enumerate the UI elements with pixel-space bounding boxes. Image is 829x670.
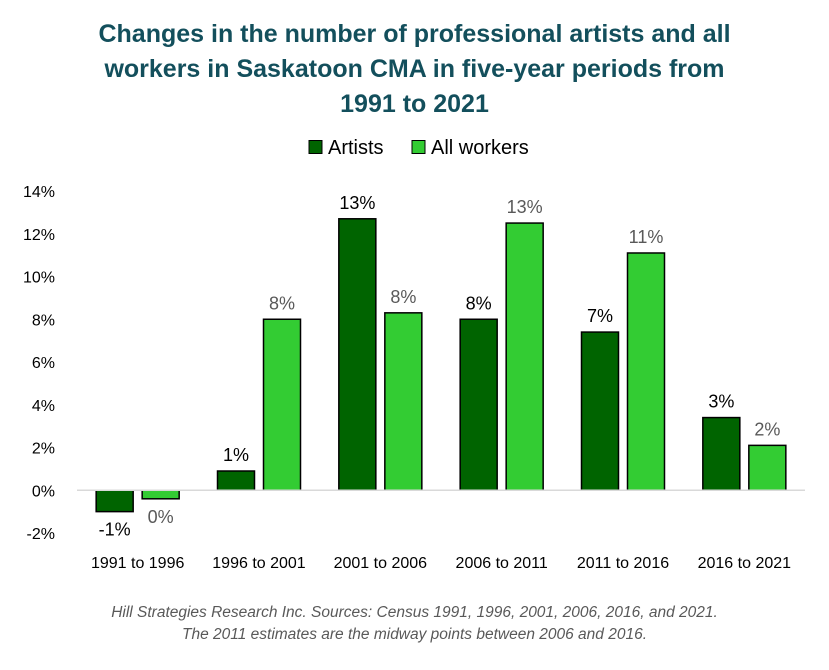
bar-all-workers — [141, 489, 180, 500]
y-tick-label: 6% — [32, 355, 55, 372]
legend-label-artists: Artists — [328, 137, 384, 159]
bar-artists — [580, 331, 620, 492]
legend-swatch-artists — [308, 140, 323, 154]
data-label-all-workers: 8% — [269, 293, 295, 313]
bar-all-workers — [505, 222, 544, 491]
chart-title-line-2: workers in Saskatoon CMA in five-year pe… — [104, 55, 725, 83]
data-label-artists: 8% — [466, 293, 492, 313]
y-tick-label: 4% — [32, 398, 55, 415]
data-label-artists: -1% — [99, 520, 131, 540]
bar-artists — [95, 489, 134, 513]
legend-label-all-workers: All workers — [431, 137, 529, 159]
x-tick-label: 1991 to 1996 — [91, 555, 185, 572]
data-label-all-workers: 0% — [148, 507, 174, 527]
y-tick-label: 14% — [23, 184, 55, 201]
data-label-artists: 1% — [223, 445, 249, 465]
y-tick-label: 0% — [32, 483, 55, 500]
legend-swatch-all-workers — [411, 140, 426, 154]
chart-title-line-1: Changes in the number of professional ar… — [98, 20, 731, 48]
bar-all-workers — [748, 444, 787, 491]
bar-artists — [459, 318, 498, 491]
source-note-line-2: The 2011 estimates are the midway points… — [181, 626, 647, 643]
bar-all-workers — [384, 312, 423, 491]
data-label-all-workers: 2% — [754, 419, 780, 439]
x-tick-label: 2006 to 2011 — [456, 555, 548, 572]
source-note-line-1: Hill Strategies Research Inc. Sources: C… — [111, 604, 718, 621]
data-label-all-workers: 8% — [390, 287, 416, 307]
x-tick-label: 1996 to 2001 — [212, 555, 306, 572]
bar-all-workers — [262, 318, 302, 491]
y-tick-label: -2% — [27, 526, 55, 543]
data-label-artists: 7% — [587, 306, 613, 326]
bar-artists — [702, 416, 741, 492]
bar-artists — [216, 470, 256, 492]
data-label-artists: 3% — [708, 392, 734, 412]
data-label-all-workers: 11% — [629, 227, 664, 247]
bar-all-workers — [626, 252, 666, 491]
y-tick-label: 10% — [23, 270, 55, 287]
data-label-all-workers: 13% — [507, 197, 543, 217]
y-tick-label: 8% — [32, 312, 55, 329]
bar-artists — [338, 218, 377, 491]
x-tick-label: 2011 to 2016 — [577, 555, 669, 572]
data-label-artists: 13% — [339, 193, 375, 213]
y-tick-label: 12% — [23, 227, 55, 244]
x-tick-label: 2016 to 2021 — [698, 555, 792, 572]
x-tick-label: 2001 to 2006 — [334, 555, 428, 572]
y-tick-label: 2% — [32, 441, 55, 458]
chart-title-line-3: 1991 to 2021 — [340, 90, 489, 118]
